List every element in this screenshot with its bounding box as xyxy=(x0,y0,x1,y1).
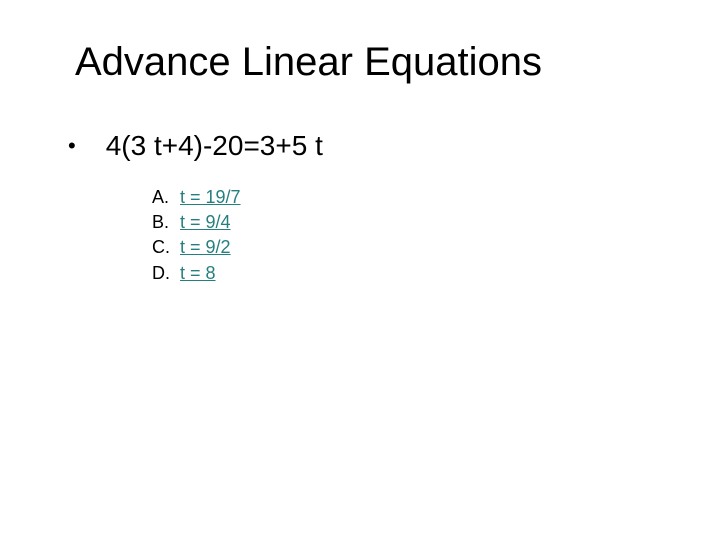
option-c: C. t = 9/2 xyxy=(152,235,241,260)
option-b: B. t = 9/4 xyxy=(152,210,241,235)
option-letter: A. xyxy=(152,185,180,210)
option-link-b[interactable]: t = 9/4 xyxy=(180,210,231,235)
option-letter: C. xyxy=(152,235,180,260)
option-link-c[interactable]: t = 9/2 xyxy=(180,235,231,260)
option-a: A. t = 19/7 xyxy=(152,185,241,210)
options-list: A. t = 19/7 B. t = 9/4 C. t = 9/2 D. t =… xyxy=(152,185,241,286)
option-letter: B. xyxy=(152,210,180,235)
option-link-d[interactable]: t = 8 xyxy=(180,261,216,286)
option-letter: D. xyxy=(152,261,180,286)
bullet-icon: • xyxy=(68,135,76,157)
option-d: D. t = 8 xyxy=(152,261,241,286)
option-link-a[interactable]: t = 19/7 xyxy=(180,185,241,210)
question-row: • 4(3 t+4)-20=3+5 t xyxy=(68,130,323,162)
equation-text: 4(3 t+4)-20=3+5 t xyxy=(106,130,323,162)
page-title: Advance Linear Equations xyxy=(75,40,542,85)
